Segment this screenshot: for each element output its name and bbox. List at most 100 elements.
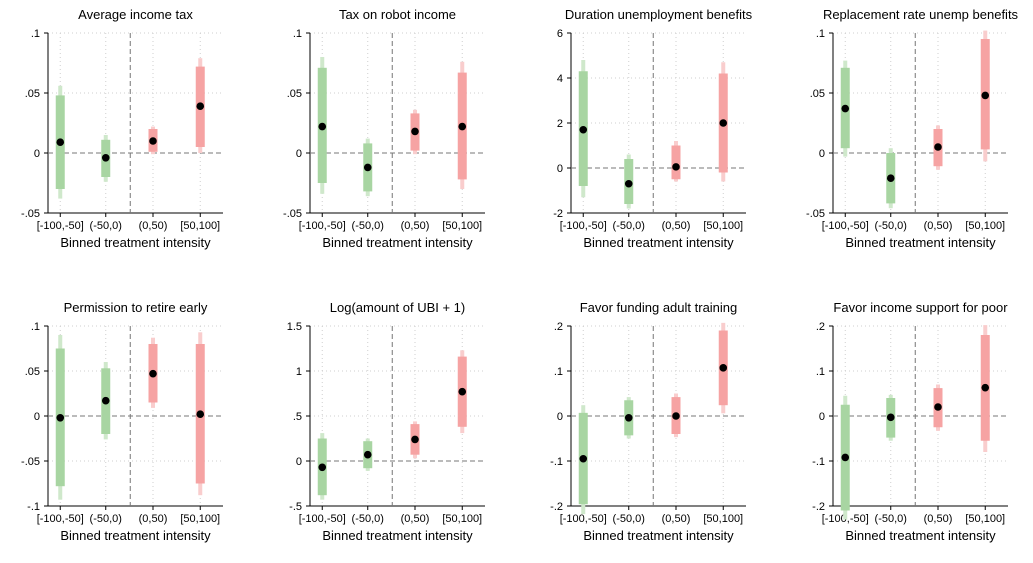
x-tick-label: [-100,-50] [299, 220, 346, 232]
panel-title: Average income tax [78, 7, 193, 22]
x-tick-label: (-50,0) [613, 513, 645, 525]
x-tick-label: (0,50) [139, 220, 168, 232]
point-estimate [624, 414, 633, 422]
x-tick-label: (-50,0) [613, 220, 645, 232]
point-estimate [318, 122, 327, 131]
x-tick-label: [-100,-50] [37, 220, 84, 232]
x-tick-label: (-50,0) [90, 220, 122, 232]
point-estimate [411, 435, 419, 444]
chart-panel: Duration unemployment benefits -2 0 2 4 6 [-10… [553, 7, 752, 250]
point-estimate [934, 143, 942, 151]
y-tick-label: .05 [25, 88, 40, 100]
point-estimate [458, 122, 467, 131]
x-tick-label: (-50,0) [875, 513, 907, 525]
y-tick-label: -.2 [550, 501, 563, 513]
y-tick-label: 1.5 [287, 321, 302, 333]
panel-title: Favor income support for poor [833, 300, 1008, 315]
x-tick-label: (0,50) [662, 220, 691, 232]
y-tick-label: .05 [810, 88, 825, 100]
y-tick-label: 0 [34, 411, 40, 423]
y-tick-label: -.2 [812, 501, 825, 513]
y-tick-label: 2 [557, 118, 563, 130]
y-tick-label: -.5 [289, 501, 302, 513]
y-tick-label: .2 [554, 321, 563, 333]
y-tick-label: .1 [816, 28, 825, 40]
x-axis-title: Binned treatment intensity [845, 235, 996, 250]
point-estimate [981, 383, 990, 392]
point-estimate [672, 163, 680, 171]
y-tick-label: 6 [557, 28, 563, 40]
point-estimate [101, 154, 110, 162]
y-tick-label: 0 [557, 163, 563, 175]
point-estimate [672, 412, 680, 420]
y-tick-label: -.05 [806, 208, 825, 220]
y-tick-label: .05 [25, 366, 40, 378]
point-estimate [411, 127, 419, 136]
x-tick-label: (-50,0) [352, 220, 384, 232]
point-estimate [149, 369, 157, 378]
y-tick-label: -.05 [21, 208, 40, 220]
chart-panel: Favor income support for poor -.2 -.1 0 .1 .2… [812, 300, 1008, 543]
y-tick-label: 4 [557, 73, 563, 85]
x-tick-label: [50,100] [703, 220, 743, 232]
point-estimate [841, 453, 850, 462]
x-tick-label: (-50,0) [90, 513, 122, 525]
point-estimate [196, 410, 205, 419]
x-tick-label: (0,50) [662, 513, 691, 525]
panel-title: Permission to retire early [64, 300, 208, 315]
point-estimate [363, 450, 372, 459]
x-tick-label: [-100,-50] [560, 220, 607, 232]
point-estimate [149, 137, 157, 145]
point-estimate [981, 91, 990, 100]
y-tick-label: -2 [553, 208, 563, 220]
x-tick-label: [50,100] [180, 513, 220, 525]
y-tick-label: -.05 [21, 456, 40, 468]
y-tick-label: .5 [293, 411, 302, 423]
chart-panel: Tax on robot income -.05 0 .05 .1 [-100,-50] (… [283, 7, 485, 250]
y-tick-label: .2 [816, 321, 825, 333]
point-estimate [318, 463, 327, 472]
point-estimate [886, 413, 895, 422]
x-axis-title: Binned treatment intensity [60, 528, 211, 543]
ci-inner-bar [671, 145, 681, 180]
x-tick-label: [50,100] [965, 513, 1005, 525]
point-estimate [56, 138, 65, 146]
point-estimate [579, 454, 588, 463]
y-tick-label: 1 [296, 366, 302, 378]
x-tick-label: (-50,0) [352, 513, 384, 525]
panel-title: Tax on robot income [339, 7, 456, 22]
y-tick-label: 0 [819, 411, 825, 423]
x-tick-label: [-100,-50] [299, 513, 346, 525]
x-tick-label: (0,50) [924, 513, 953, 525]
x-axis-title: Binned treatment intensity [583, 235, 734, 250]
x-axis-title: Binned treatment intensity [322, 235, 473, 250]
point-estimate [101, 396, 110, 405]
y-tick-label: .1 [31, 28, 40, 40]
point-estimate [841, 104, 850, 113]
x-tick-label: (0,50) [924, 220, 953, 232]
point-estimate [719, 364, 728, 372]
point-estimate [458, 387, 467, 396]
x-tick-label: [50,100] [180, 220, 220, 232]
point-estimate [363, 163, 372, 172]
x-tick-label: (0,50) [401, 513, 430, 525]
chart-panel: Favor funding adult training -.2 -.1 0 .1 .2 [… [550, 300, 746, 543]
y-tick-label: 0 [34, 148, 40, 160]
x-axis-title: Binned treatment intensity [322, 528, 473, 543]
y-tick-label: 0 [296, 148, 302, 160]
y-tick-label: .1 [293, 28, 302, 40]
panel-title: Log(amount of UBI + 1) [330, 300, 466, 315]
x-tick-label: [-100,-50] [822, 220, 869, 232]
x-axis-title: Binned treatment intensity [583, 528, 734, 543]
y-tick-label: -.05 [283, 208, 302, 220]
y-tick-label: 0 [819, 148, 825, 160]
panel-title: Replacement rate unemp benefits [823, 7, 1019, 22]
point-estimate [624, 179, 633, 188]
point-estimate [56, 414, 65, 422]
x-tick-label: [50,100] [442, 220, 482, 232]
point-estimate [196, 102, 205, 110]
x-axis-title: Binned treatment intensity [845, 528, 996, 543]
y-tick-label: .05 [287, 88, 302, 100]
